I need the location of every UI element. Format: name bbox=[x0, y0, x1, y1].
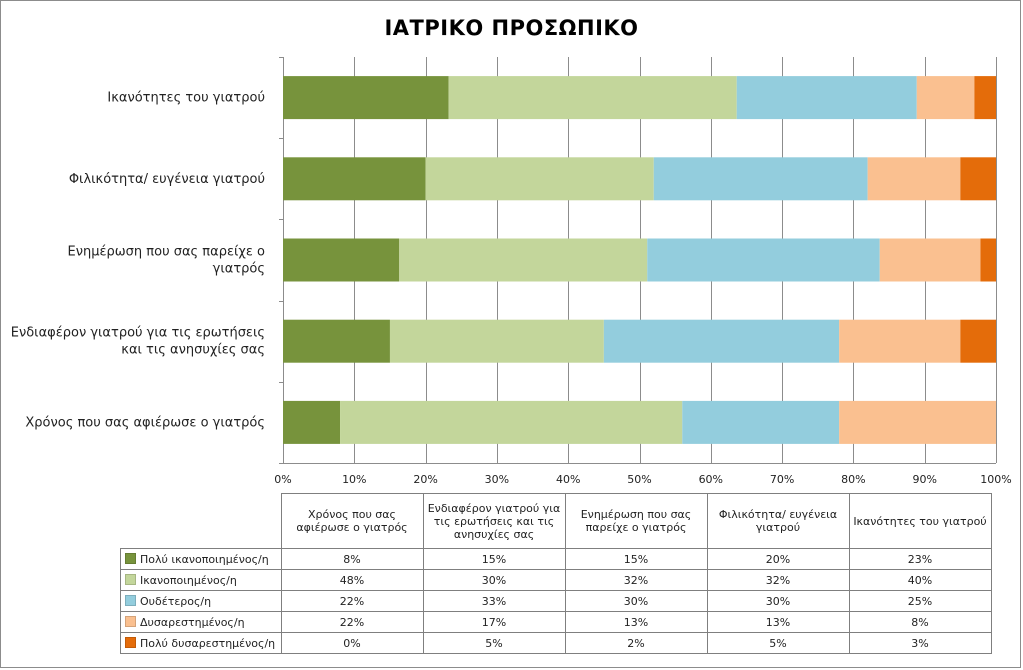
x-tick-label: 50% bbox=[627, 473, 651, 486]
category-label: Χρόνος που σας αφιέρωσε ο γιατρός bbox=[25, 415, 265, 430]
category-label: Ενδιαφέρον γιατρού για τις ερωτήσεις και … bbox=[11, 326, 265, 358]
data-table-cell: 15% bbox=[564, 548, 708, 570]
data-table-row: Ικανοποιημένος/η 48% 30% 32% 32% 40% bbox=[120, 569, 992, 591]
bar-segment bbox=[960, 319, 996, 363]
legend-swatch bbox=[125, 552, 136, 564]
data-table-cell: 8% bbox=[848, 611, 992, 633]
legend-label: Πολύ ικανοποιημένος/η bbox=[140, 552, 269, 566]
category-label: Φιλικότητα/ ευγένεια γιατρού bbox=[69, 172, 265, 187]
data-table-row-header: Πολύ δυσαρεστημένος/η bbox=[120, 632, 282, 654]
data-table-cell: 17% bbox=[422, 611, 566, 633]
legend-label: Δυσαρεστημένος/η bbox=[140, 615, 245, 629]
data-table-col-header: Χρόνος που σας αφιέρωσε ο γιατρός bbox=[280, 493, 424, 549]
bar-segment bbox=[879, 238, 981, 282]
x-tick-label: 70% bbox=[770, 473, 794, 486]
data-table-row-header: Πολύ ικανοποιημένος/η bbox=[120, 548, 282, 570]
bar-segment bbox=[839, 400, 996, 444]
x-tick-label: 100% bbox=[980, 473, 1011, 486]
bar-segment bbox=[399, 238, 648, 282]
data-table-row: Πολύ ικανοποιημένος/η 8% 15% 15% 20% 23% bbox=[120, 548, 992, 570]
x-tick-label: 40% bbox=[556, 473, 580, 486]
data-table-col-header: Ενημέρωση που σας παρείχε ο γιατρός bbox=[564, 493, 708, 549]
legend-swatch bbox=[125, 573, 136, 585]
bar-segment bbox=[653, 157, 868, 201]
data-table-cell: 40% bbox=[848, 569, 992, 591]
data-table: Χρόνος που σας αφιέρωσε ο γιατρός Ενδιαφ… bbox=[120, 493, 992, 654]
bar-segment bbox=[603, 319, 840, 363]
bar-segment bbox=[647, 238, 880, 282]
data-table-cell: 5% bbox=[706, 632, 850, 654]
legend-label: Πολύ δυσαρεστημένος/η bbox=[140, 636, 276, 650]
data-table-row-header: Ουδέτερος/η bbox=[120, 590, 282, 612]
x-tick-label: 80% bbox=[841, 473, 865, 486]
data-table-cell: 32% bbox=[706, 569, 850, 591]
data-table-col-header: Φιλικότητα/ ευγένεια γιατρού bbox=[706, 493, 850, 549]
bar-segment bbox=[682, 400, 840, 444]
data-table-row-header: Δυσαρεστημένος/η bbox=[120, 611, 282, 633]
bar-segment bbox=[867, 157, 961, 201]
legend-label: Ικανοποιημένος/η bbox=[140, 573, 237, 587]
data-table-cell: 20% bbox=[706, 548, 850, 570]
data-table-cell: 30% bbox=[564, 590, 708, 612]
x-tick-label: 60% bbox=[699, 473, 723, 486]
data-table-col-header: Ικανότητες του γιατρού bbox=[848, 493, 992, 549]
x-tick-label: 30% bbox=[485, 473, 509, 486]
bar-segment bbox=[283, 157, 426, 201]
data-table-header-row: Χρόνος που σας αφιέρωσε ο γιατρός Ενδιαφ… bbox=[120, 493, 992, 549]
data-table-cell: 23% bbox=[848, 548, 992, 570]
category-label: Ικανότητες του γιατρού bbox=[107, 91, 265, 106]
legend-swatch bbox=[125, 615, 136, 627]
bar-segment bbox=[340, 400, 683, 444]
bar-segment bbox=[448, 76, 737, 120]
data-table-cell: 13% bbox=[706, 611, 850, 633]
data-table-row: Πολύ δυσαρεστημένος/η 0% 5% 2% 5% 3% bbox=[120, 632, 992, 654]
legend-label: Ουδέτερος/η bbox=[140, 594, 212, 608]
bar-segment bbox=[283, 400, 341, 444]
bar-segment bbox=[916, 76, 975, 120]
x-tick-label: 0% bbox=[274, 473, 291, 486]
data-table-cell: 3% bbox=[848, 632, 992, 654]
bar-segment bbox=[736, 76, 917, 120]
stacked-bar-chart: Ικανότητες του γιατρού Φιλικότητα/ ευγένε… bbox=[11, 57, 1012, 486]
data-table-cell: 32% bbox=[564, 569, 708, 591]
data-table-cell: 2% bbox=[564, 632, 708, 654]
data-table-col-header: Ενδιαφέρον γιατρού για τις ερωτήσεις και… bbox=[422, 493, 566, 549]
data-table-cell: 8% bbox=[280, 548, 424, 570]
bar-segment bbox=[389, 319, 604, 363]
bar-segment bbox=[283, 76, 449, 120]
bar-segment bbox=[980, 238, 996, 282]
data-table-row: Δυσαρεστημένος/η 22% 17% 13% 13% 8% bbox=[120, 611, 992, 633]
data-table-corner bbox=[120, 493, 282, 549]
legend-swatch bbox=[125, 594, 136, 606]
data-table-cell: 0% bbox=[280, 632, 424, 654]
data-table-cell: 30% bbox=[422, 569, 566, 591]
x-tick-label: 90% bbox=[912, 473, 936, 486]
bar-segment bbox=[425, 157, 654, 201]
legend-swatch bbox=[125, 636, 136, 648]
data-table-cell: 48% bbox=[280, 569, 424, 591]
data-table-row-header: Ικανοποιημένος/η bbox=[120, 569, 282, 591]
data-table-cell: 5% bbox=[422, 632, 566, 654]
x-tick-label: 20% bbox=[413, 473, 437, 486]
bar-segment bbox=[283, 319, 390, 363]
bar-segment bbox=[960, 157, 996, 201]
bar-segment bbox=[839, 319, 961, 363]
data-table-cell: 13% bbox=[564, 611, 708, 633]
data-table-cell: 15% bbox=[422, 548, 566, 570]
data-table-cell: 25% bbox=[848, 590, 992, 612]
data-table-cell: 30% bbox=[706, 590, 850, 612]
chart-title: ΙΑΤΡΙΚΟ ΠΡΟΣΩΠΙΚΟ bbox=[384, 16, 639, 40]
category-label: Ενημέρωση που σας παρείχε ο γιατρός bbox=[68, 245, 266, 277]
data-table-cell: 22% bbox=[280, 590, 424, 612]
bar-segment bbox=[283, 238, 400, 282]
data-table-cell: 22% bbox=[280, 611, 424, 633]
data-table-cell: 33% bbox=[422, 590, 566, 612]
data-table-row: Ουδέτερος/η 22% 33% 30% 30% 25% bbox=[120, 590, 992, 612]
x-tick-label: 10% bbox=[342, 473, 366, 486]
bar-segment bbox=[974, 76, 996, 120]
